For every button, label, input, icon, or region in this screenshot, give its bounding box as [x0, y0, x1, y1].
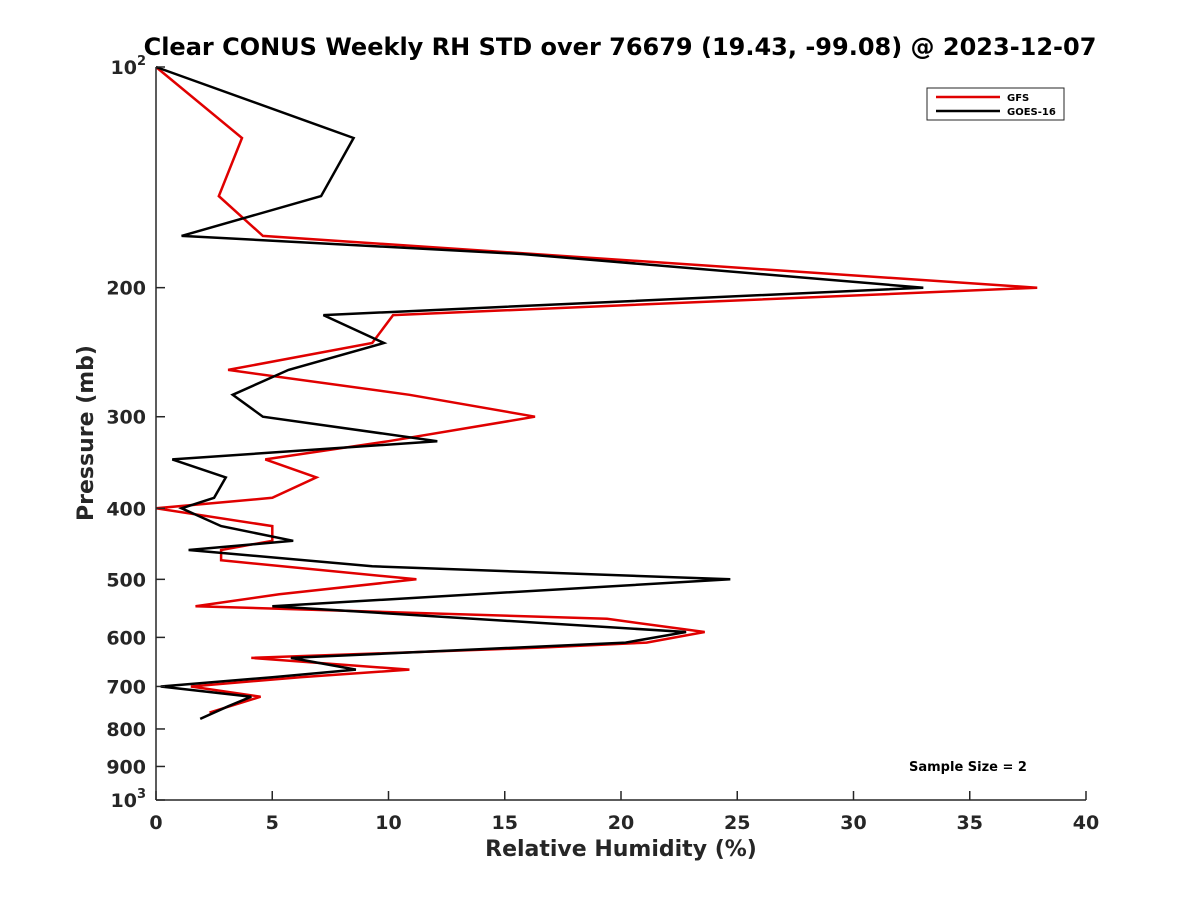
- legend-label-goes16: GOES-16: [1007, 107, 1056, 118]
- x-tick-label: 15: [492, 812, 518, 834]
- y-ticks: 102 200 300 400 500 600 700 800 900 103: [106, 54, 165, 812]
- x-axis-label: Relative Humidity (%): [485, 837, 757, 862]
- x-tick-label: 0: [149, 812, 162, 834]
- y-tick-label: 200: [106, 278, 146, 300]
- y-axis-label: Pressure (mb): [74, 345, 99, 521]
- x-tick-label: 30: [840, 812, 866, 834]
- y-tick-label: 400: [106, 498, 146, 520]
- sample-size-annotation: Sample Size = 2: [909, 760, 1027, 775]
- x-tick-label: 25: [724, 812, 750, 834]
- x-tick-label: 10: [375, 812, 401, 834]
- series-line-gfs: [155, 66, 1038, 714]
- y-tick-label: 500: [106, 569, 146, 591]
- y-tick-label: 900: [106, 756, 146, 778]
- y-tick-label: 300: [106, 407, 146, 429]
- y-tick-label: 700: [106, 676, 146, 698]
- series-layer: [155, 65, 1038, 721]
- legend-box: [926, 87, 1065, 121]
- x-tick-label: 5: [266, 812, 279, 834]
- y-tick-label: 103: [111, 787, 147, 812]
- y-tick-label: 800: [106, 719, 146, 741]
- x-ticks: 0 5 10 15 20 25 30 35 40: [149, 791, 1099, 834]
- legend: GFS GOES-16: [926, 87, 1065, 121]
- y-tick-label: 600: [106, 627, 146, 649]
- x-tick-label: 40: [1073, 812, 1099, 834]
- legend-label-gfs: GFS: [1007, 93, 1029, 104]
- plot-area: 0 5 10 15 20 25 30 35 40 102 200 300 400 500 600 700 80…: [106, 54, 1099, 834]
- y-tick-label: 102: [111, 54, 147, 79]
- x-tick-label: 20: [608, 812, 634, 834]
- chart-title: Clear CONUS Weekly RH STD over 76679 (19…: [144, 33, 1097, 61]
- series-line-goes16: [155, 65, 924, 721]
- x-tick-label: 35: [957, 812, 983, 834]
